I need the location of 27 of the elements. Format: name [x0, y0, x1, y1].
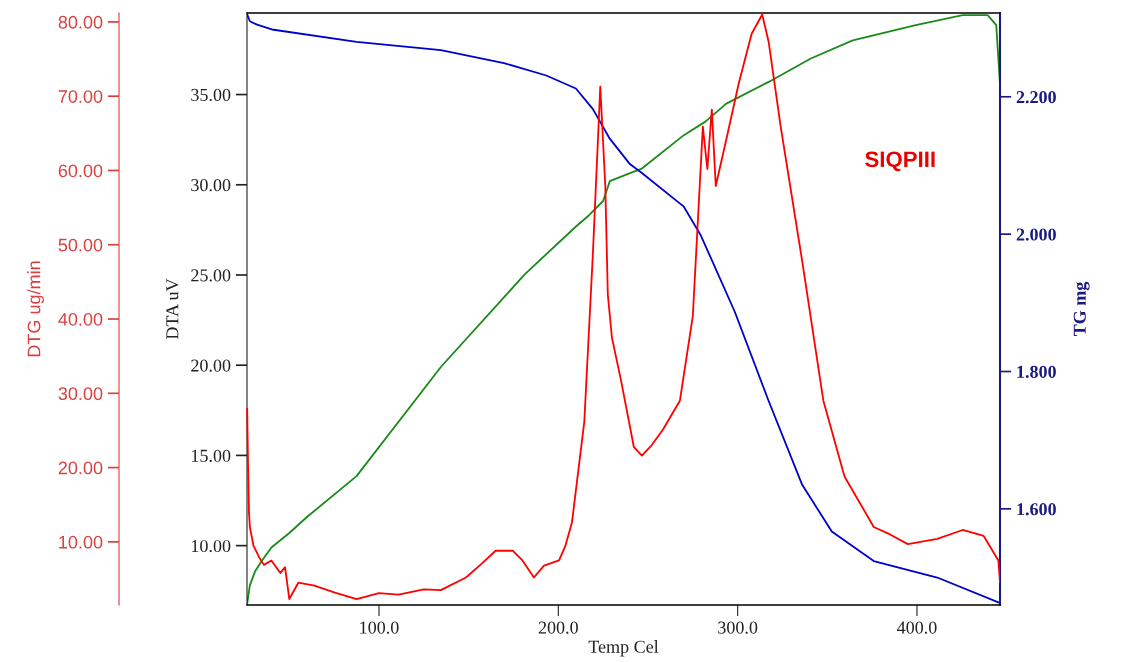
x-tick-label: 100.0	[360, 621, 399, 634]
y-tick-label: 15.00	[191, 449, 231, 462]
y3-tick-label: 20.00	[58, 461, 103, 475]
annotation: SIQPIII	[865, 151, 935, 172]
y3-tick-label: 70.00	[58, 90, 103, 103]
y3-tick-label: 60.00	[58, 164, 103, 178]
y3-tick-label: 30.00	[58, 387, 103, 401]
x-tick-label: 300.0	[718, 621, 758, 634]
x-tick-label: 200.0	[538, 621, 578, 634]
y-tick-label: 20.00	[191, 359, 231, 372]
y3-tick-label: 40.00	[58, 312, 103, 326]
y-tick-label: 30.00	[191, 179, 231, 192]
y3-tick-label: 10.00	[59, 535, 103, 549]
y-tick-label: 35.00	[191, 88, 231, 102]
y3-axis-title: DTG ug/min	[27, 261, 44, 357]
y2-tick-label: 2.200	[1016, 91, 1056, 104]
y2-tick-label: 1.800	[1017, 365, 1056, 379]
y-axis-title: DTA uV	[166, 278, 179, 340]
y2-tick-label: 2.000	[1016, 228, 1056, 241]
y-tick-label: 10.00	[191, 539, 231, 553]
x-axis-title: Temp Cel	[588, 640, 659, 657]
y2-tick-label: 1.600	[1017, 503, 1056, 516]
y3-tick-label: 50.00	[58, 238, 103, 252]
y2-axis-title: TG mg	[1073, 281, 1090, 337]
y3-tick-label: 80.00	[58, 15, 103, 29]
y-tick-label: 25.00	[191, 269, 231, 282]
x-tick-label: 400.0	[897, 621, 937, 634]
